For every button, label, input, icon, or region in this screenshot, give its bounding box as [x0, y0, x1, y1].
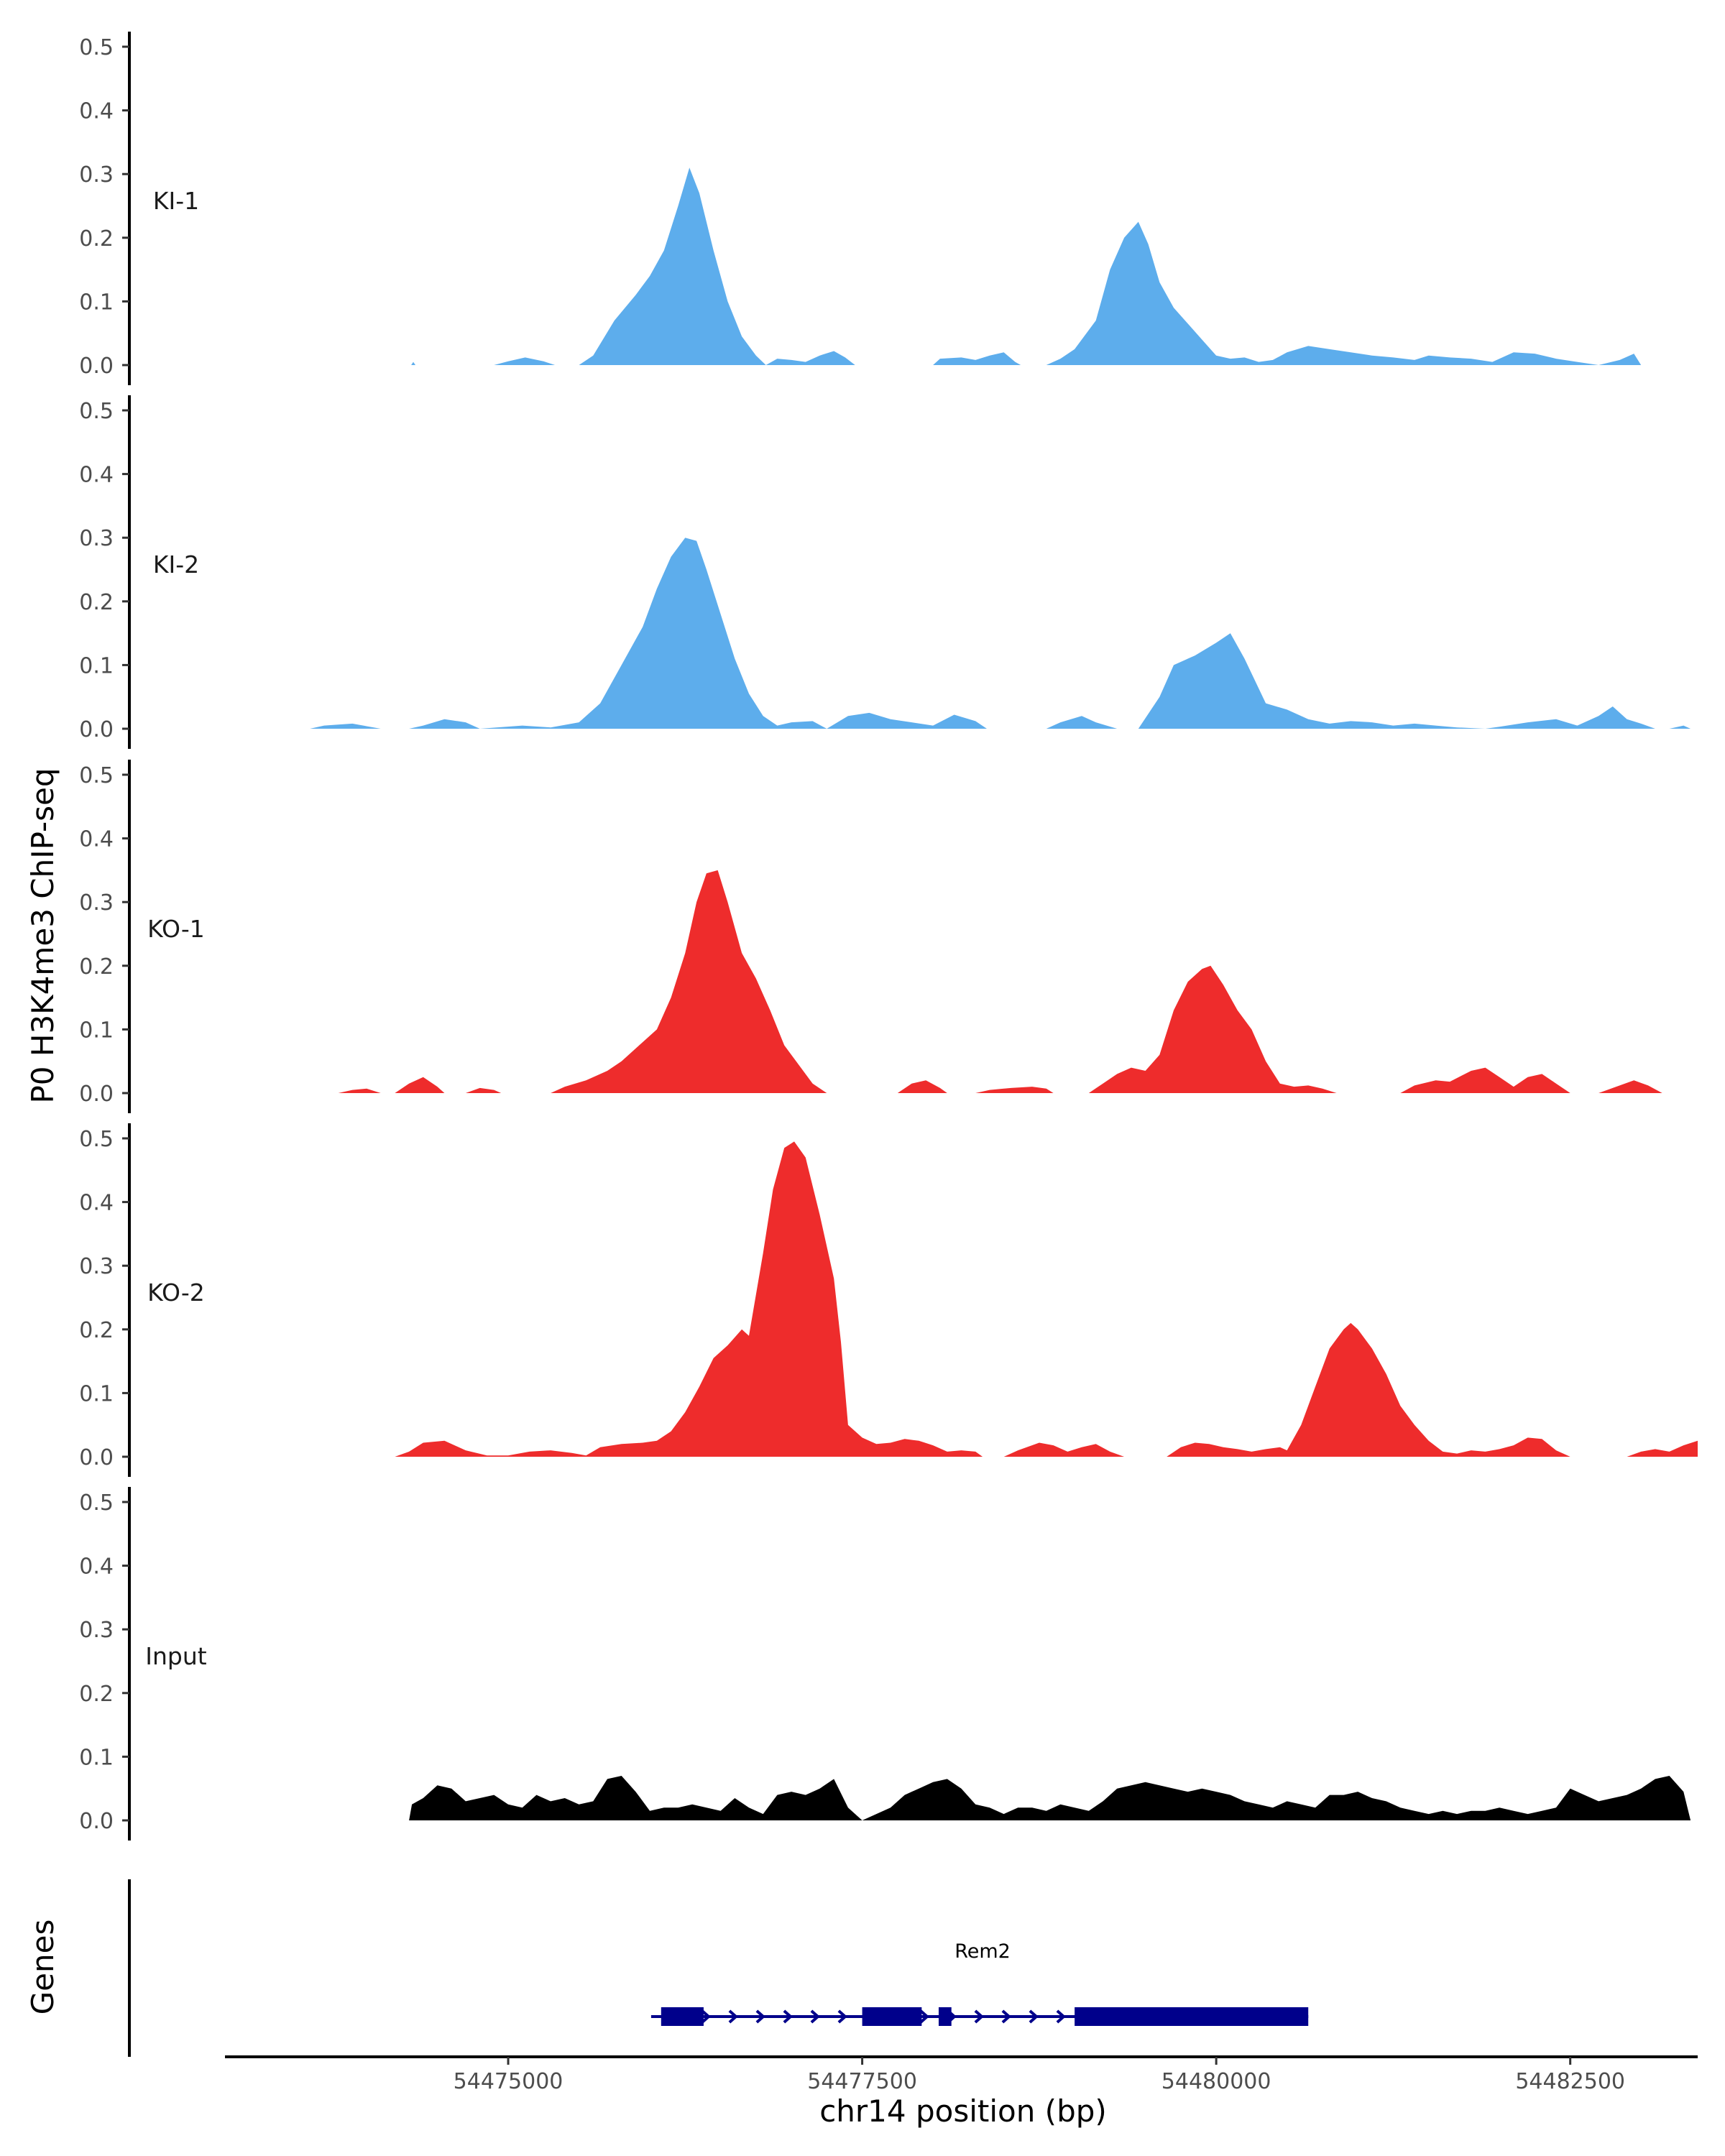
track-label: KI-1: [153, 187, 199, 215]
track-ko-1: 0.0 0.1 0.2 0.3 0.4 0.5 KO-1: [79, 760, 1662, 1113]
signal-area-ko-2: [395, 1141, 1698, 1457]
strand-arrow: [1029, 2009, 1039, 2024]
y-tick-label: 0.0: [79, 1445, 114, 1470]
gene-exon: [1075, 2007, 1309, 2026]
y-tick-label: 0.1: [79, 1018, 114, 1043]
y-tick-label: 0.1: [79, 1381, 114, 1406]
track-label: KO-2: [147, 1279, 205, 1307]
y-axis-title: P0 H3K4me3 ChIP-seq: [25, 768, 60, 1103]
y-tick-label: 0.2: [79, 590, 114, 615]
strand-arrow: [1056, 2009, 1066, 2024]
y-tick-label: 0.3: [79, 1618, 114, 1643]
track-ko-2: 0.0 0.1 0.2 0.3 0.4 0.5 KO-2: [79, 1123, 1698, 1477]
y-tick-label: 0.3: [79, 526, 114, 551]
x-axis-title: chr14 position (bp): [819, 2093, 1107, 2129]
y-tick-label: 0.1: [79, 290, 114, 315]
y-tick-label: 0.0: [79, 1082, 114, 1107]
signal-area-ki-2: [310, 538, 1691, 729]
y-tick-label: 0.1: [79, 653, 114, 678]
gene-name-label: Rem2: [954, 1940, 1011, 1963]
y-tick-label: 0.0: [79, 1809, 114, 1834]
y-tick-label: 0.4: [79, 1191, 114, 1216]
gene-exon: [862, 2007, 922, 2026]
strand-arrow: [755, 2009, 765, 2024]
strand-arrow: [974, 2009, 984, 2024]
strand-arrow: [1001, 2009, 1011, 2024]
track-label: Input: [145, 1642, 207, 1670]
x-tick-label: 54475000: [454, 2069, 564, 2094]
y-tick-label: 0.5: [79, 1491, 114, 1516]
y-tick-label: 0.2: [79, 954, 114, 980]
y-tick-label: 0.5: [79, 763, 114, 788]
signal-area-input: [409, 1776, 1691, 1820]
y-tick-label: 0.4: [79, 1554, 114, 1580]
y-tick-label: 0.0: [79, 717, 114, 742]
track-ki-2: 0.0 0.1 0.2 0.3 0.4 0.5 KI-2: [79, 395, 1691, 749]
gene-track: Rem2: [128, 1879, 1309, 2057]
strand-arrow: [810, 2009, 820, 2024]
gene-exon: [661, 2007, 704, 2026]
strand-arrow: [701, 2009, 711, 2024]
x-tick-label: 54477500: [807, 2069, 917, 2094]
y-tick-label: 0.5: [79, 1127, 114, 1152]
x-tick-label: 54482500: [1515, 2069, 1625, 2094]
y-tick-label: 0.2: [79, 226, 114, 252]
y-tick-label: 0.3: [79, 162, 114, 188]
track-ki-1: 0.0 0.1 0.2 0.3 0.4 0.5 KI-1: [79, 32, 1642, 385]
gene-exon: [938, 2007, 952, 2026]
genes-track-title: Genes: [25, 1920, 60, 2015]
x-tick-label: 54480000: [1162, 2069, 1271, 2094]
strand-arrow: [919, 2009, 929, 2024]
gene-rem2: Rem2: [650, 1940, 1309, 2026]
track-label: KI-2: [153, 550, 199, 579]
x-axis: 54475000 54477500 54480000 54482500: [225, 2055, 1698, 2094]
strand-arrow: [783, 2009, 793, 2024]
strand-arrow: [728, 2009, 738, 2024]
signal-area-ki-1: [411, 167, 1642, 366]
y-tick-label: 0.1: [79, 1745, 114, 1770]
y-tick-label: 0.4: [79, 463, 114, 488]
signal-area-ko-1: [338, 870, 1662, 1093]
y-tick-label: 0.2: [79, 1318, 114, 1343]
y-tick-label: 0.5: [79, 35, 114, 60]
y-tick-label: 0.4: [79, 827, 114, 852]
track-input: 0.0 0.1 0.2 0.3 0.4 0.5 Input: [79, 1487, 1691, 1841]
track-label: KO-1: [147, 915, 205, 943]
y-tick-label: 0.0: [79, 354, 114, 379]
y-tick-label: 0.5: [79, 399, 114, 424]
y-tick-label: 0.2: [79, 1682, 114, 1707]
y-tick-label: 0.4: [79, 99, 114, 124]
signal-tracks: 0.0 0.1 0.2 0.3 0.4 0.5 KI-1 0.0 0.1 0.2 0.3 0.4 0.5…: [79, 32, 1698, 1841]
y-tick-label: 0.3: [79, 890, 114, 916]
strand-arrow: [837, 2009, 847, 2024]
y-tick-label: 0.3: [79, 1254, 114, 1279]
